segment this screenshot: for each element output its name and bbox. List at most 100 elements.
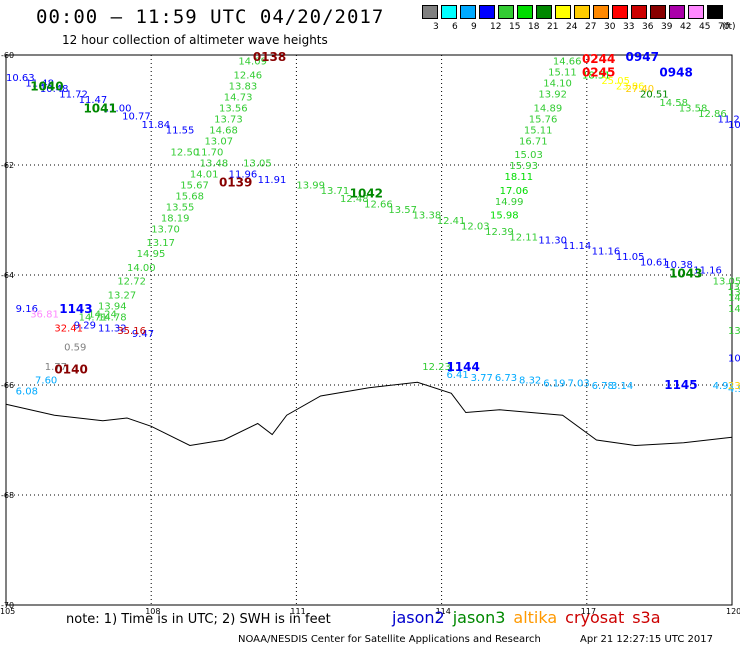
generated-timestamp: Apr 21 12:27:15 UTC 2017 — [580, 634, 713, 645]
wave-height-label: 32.41 — [54, 323, 83, 334]
wave-height-label: 11.25 — [717, 114, 740, 125]
wave-height-label: 10.51 — [728, 354, 740, 365]
legend-swatch — [574, 5, 590, 19]
wave-height-label: 13.55 — [166, 202, 195, 213]
legend-swatch — [669, 5, 685, 19]
legend-label: 42 — [680, 22, 692, 32]
legend-swatch — [593, 5, 609, 19]
lon-tick-label: 108 — [145, 607, 160, 616]
wave-height-label: 10.48 — [40, 84, 69, 95]
pass-time-label: 1042 — [350, 187, 383, 201]
wave-height-label: 12.48 — [340, 194, 369, 205]
legend-label: 24 — [566, 22, 578, 32]
wave-height-label: 12.11 — [509, 233, 538, 244]
legend-swatch — [479, 5, 495, 19]
legend-swatch — [498, 5, 514, 19]
wave-height-label: 15.68 — [175, 191, 204, 202]
wave-height-label: 12.03 — [461, 222, 490, 233]
wave-height-label: 11.48 — [25, 79, 54, 90]
lat-tick-label: -70 — [1, 601, 14, 610]
legend-label: 12 — [490, 22, 502, 32]
satellite-name: s3a — [632, 608, 661, 627]
wave-height-label: 13.92 — [538, 90, 567, 101]
pass-time-label: 0947 — [626, 50, 659, 64]
wave-height-label: 14.01 — [190, 169, 219, 180]
wave-height-label: 3.77 — [471, 373, 493, 384]
wave-height-label: 13.58 — [679, 103, 708, 114]
wave-height-label: 9.29 — [74, 321, 96, 332]
wave-height-label: 12.66 — [364, 200, 393, 211]
lon-tick-label: 117 — [581, 607, 596, 616]
legend-label: 70 — [718, 22, 730, 32]
legend-label: 45 — [699, 22, 711, 32]
wave-height-label: 13.57 — [388, 205, 417, 216]
wave-height-label: 23 — [728, 381, 740, 392]
pass-time-label: 0948 — [659, 66, 692, 80]
satellite-legend: jason2 jason3 altika cryosat s3a — [392, 608, 669, 627]
map-title: 00:00 – 11:59 UTC 04/20/2017 — [36, 6, 385, 28]
pass-time-label: 1145 — [664, 378, 697, 392]
legend-swatch — [688, 5, 704, 19]
wave-height-label: 11.47 — [79, 95, 108, 106]
wave-height-label: 12.41 — [437, 216, 466, 227]
pass-time-label: 1144 — [446, 360, 479, 374]
footer-note: note: 1) Time is in UTC; 2) SWH is in fe… — [66, 612, 331, 627]
wave-height-label: 11.14 — [563, 241, 592, 252]
map-frame — [5, 54, 733, 606]
wave-height-label: 14.1 — [728, 304, 740, 315]
legend-swatch — [707, 5, 723, 19]
wave-height-label: 35.16 — [117, 326, 146, 337]
legend-label: 39 — [661, 22, 673, 32]
wave-height-label: 14.66 — [553, 57, 582, 68]
legend-swatch — [650, 5, 666, 19]
wave-height-label: 23.86 — [616, 81, 645, 92]
wave-height-label: 14.73 — [224, 92, 253, 103]
wave-height-label: 14.09 — [238, 57, 267, 68]
legend-swatch — [612, 5, 628, 19]
wave-height-label: 25.05 — [601, 76, 630, 87]
pass-time-label: 0244 — [582, 52, 615, 66]
wave-height-label: 14.58 — [659, 98, 688, 109]
wave-height-label: 36.81 — [30, 310, 59, 321]
wave-height-label: 13.77 — [728, 288, 740, 299]
wave-height-label: 6.73 — [495, 373, 517, 384]
wave-height-label: 9.47 — [132, 329, 154, 340]
wave-height-label: 14.78 — [98, 312, 127, 323]
wave-height-label: 13.71 — [321, 186, 350, 197]
wave-height-label: 7.60 — [35, 376, 57, 387]
wave-height-label: 12.86 — [698, 109, 727, 120]
lat-tick-label: -66 — [1, 381, 14, 390]
wave-height-label: 16.71 — [519, 136, 548, 147]
wave-height-label: 11.70 — [195, 147, 224, 158]
wave-height-label: 13.15 — [727, 282, 740, 293]
wave-height-label: 12.50 — [171, 147, 200, 158]
wave-height-label: 9.16 — [16, 304, 38, 315]
wave-height-label: 13.70 — [151, 224, 180, 235]
legend-label: 27 — [585, 22, 597, 32]
pass-time-label: 0138 — [253, 50, 286, 64]
map-subtitle: 12 hour collection of altimeter wave hei… — [62, 33, 328, 47]
legend-swatch — [555, 5, 571, 19]
wave-height-label: 4.91 — [728, 384, 740, 395]
satellite-name: jason2 — [392, 608, 445, 627]
wave-height-label: 6.19 — [543, 378, 565, 389]
lon-tick-label: 114 — [436, 607, 451, 616]
wave-height-label: 3.14 — [611, 381, 633, 392]
wave-height-label: 11.84 — [142, 120, 171, 131]
legend-label: 6 — [452, 22, 458, 32]
wave-height-label: 10.77 — [122, 112, 151, 123]
wave-height-label: 13.38 — [413, 211, 442, 222]
pass-time-label: 1043 — [669, 266, 702, 280]
wave-height-label: 14.95 — [137, 249, 166, 260]
wave-height-label: 14.00 — [127, 263, 156, 274]
wave-height-label: 10.38 — [664, 260, 693, 271]
wave-height-label: 11.32 — [98, 323, 127, 334]
graticule — [6, 55, 732, 605]
wave-height-label: 14.18 — [728, 293, 740, 304]
wave-height-label: 0.59 — [64, 343, 86, 354]
wave-height-label: 10.61 — [640, 257, 669, 268]
wave-height-label: 13.73 — [214, 114, 243, 125]
pass-times: 1040 1041 0138 0139 1042 1043 1143 0140 1144 1145… — [30, 50, 702, 392]
wave-height-label: 13.27 — [108, 290, 137, 301]
